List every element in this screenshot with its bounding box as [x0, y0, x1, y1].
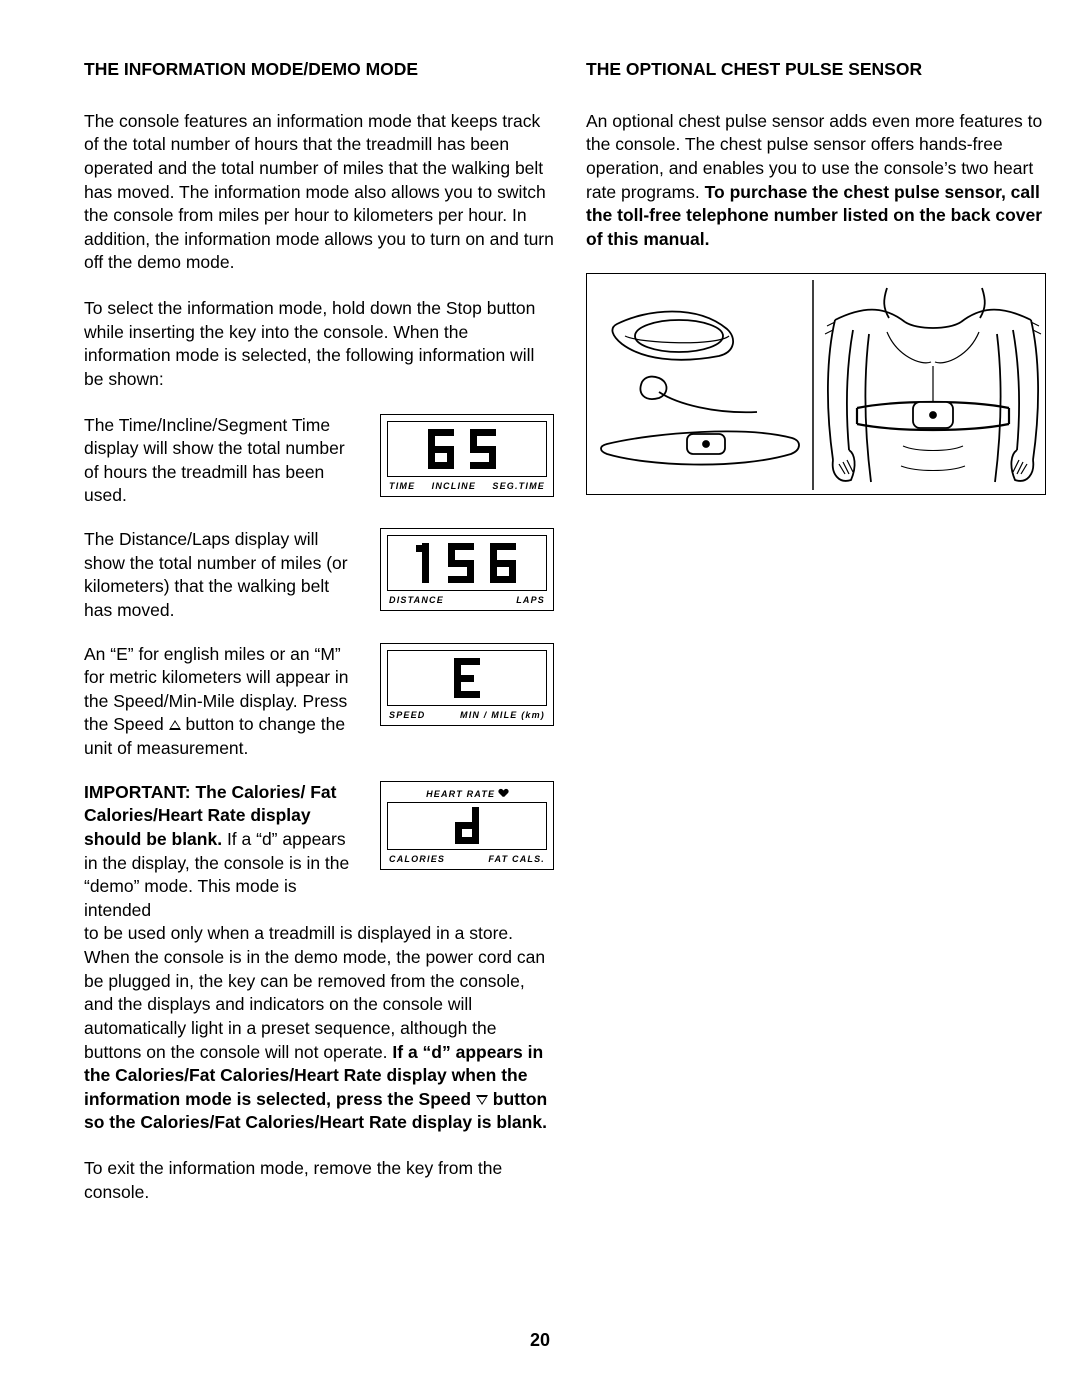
- lbl-minmile: MIN / MILE (km): [460, 709, 545, 721]
- lcd-distance: DISTANCE LAPS: [380, 528, 554, 611]
- lbl-fatcals: FAT CALS.: [488, 853, 545, 865]
- lcd-time-incline: TIME INCLINE SEG.TIME: [380, 414, 554, 497]
- chest-sensor-illustration: [586, 273, 1046, 495]
- lcd-time-screen: [387, 421, 547, 477]
- row-distance-text: The Distance/Laps display will show the …: [84, 528, 362, 623]
- lcd-speed: SPEED MIN / MILE (km): [380, 643, 554, 726]
- lcd-distance-label: DISTANCE LAPS: [387, 594, 547, 606]
- lcd-speed-screen: [387, 650, 547, 706]
- lbl-segtime: SEG.TIME: [492, 480, 545, 492]
- lcd-time-label: TIME INCLINE SEG.TIME: [387, 480, 547, 492]
- lbl-time: TIME: [389, 480, 415, 492]
- lbl-heartrate: HEART RATE: [426, 789, 495, 799]
- lbl-speed: SPEED: [389, 709, 426, 721]
- page-number: 20: [0, 1330, 1080, 1351]
- seg-65-icon: [424, 427, 510, 471]
- heart-icon: [499, 789, 508, 797]
- manual-page: THE INFORMATION MODE/DEMO MODE The conso…: [0, 0, 1080, 1266]
- info-mode-select: To select the information mode, hold dow…: [84, 297, 554, 392]
- row-time-text: The Time/Incline/Segment Time display wi…: [84, 414, 362, 509]
- lcd-heartrate-toplabel: HEART RATE: [387, 788, 547, 800]
- triangle-up-icon: [169, 720, 181, 730]
- lcd-speed-label: SPEED MIN / MILE (km): [387, 709, 547, 721]
- info-mode-heading: THE INFORMATION MODE/DEMO MODE: [84, 58, 554, 82]
- lbl-calories: CALORIES: [389, 853, 445, 865]
- demo-mode-continuation: to be used only when a treadmill is disp…: [84, 922, 554, 1135]
- row-speed-text: An “E” for english miles or an “M” for m…: [84, 643, 362, 761]
- info-mode-intro: The console features an information mode…: [84, 110, 554, 275]
- row-speed-display: An “E” for english miles or an “M” for m…: [84, 643, 554, 761]
- seg-E-icon: [447, 656, 487, 700]
- seg-d-icon: [447, 805, 487, 847]
- lcd-distance-screen: [387, 535, 547, 591]
- left-column: THE INFORMATION MODE/DEMO MODE The conso…: [84, 58, 554, 1226]
- seg-156-icon: [408, 541, 526, 585]
- chest-sensor-text: An optional chest pulse sensor adds even…: [586, 110, 1046, 252]
- chest-strap-icon: [587, 274, 1047, 496]
- row-distance-display: The Distance/Laps display will show the …: [84, 528, 554, 623]
- triangle-down-icon: [476, 1095, 488, 1105]
- right-column: THE OPTIONAL CHEST PULSE SENSOR An optio…: [586, 58, 1046, 1226]
- chest-sensor-heading: THE OPTIONAL CHEST PULSE SENSOR: [586, 58, 1046, 82]
- row-calories-text: IMPORTANT: The Calories/ Fat Calories/He…: [84, 781, 362, 923]
- lcd-heartrate-label: CALORIES FAT CALS.: [387, 853, 547, 865]
- lcd-heartrate-screen: [387, 802, 547, 850]
- exit-info-mode: To exit the information mode, remove the…: [84, 1157, 554, 1204]
- lcd-heartrate: HEART RATE CALORIES FAT C: [380, 781, 554, 870]
- lbl-distance: DISTANCE: [389, 594, 444, 606]
- row-calories-display: IMPORTANT: The Calories/ Fat Calories/He…: [84, 781, 554, 923]
- row-time-display: The Time/Incline/Segment Time display wi…: [84, 414, 554, 509]
- lbl-laps: LAPS: [516, 594, 545, 606]
- lbl-incline: INCLINE: [432, 480, 476, 492]
